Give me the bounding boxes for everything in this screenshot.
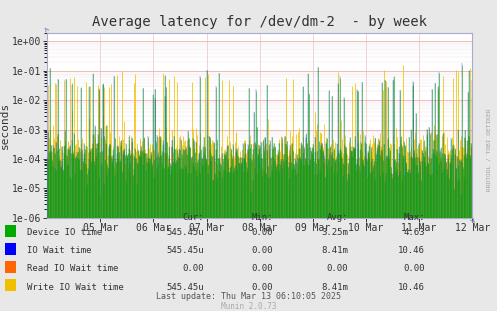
Text: Write IO Wait time: Write IO Wait time bbox=[27, 282, 124, 291]
Text: Cur:: Cur: bbox=[182, 213, 204, 222]
Text: Max:: Max: bbox=[404, 213, 425, 222]
Text: Munin 2.0.73: Munin 2.0.73 bbox=[221, 301, 276, 310]
Text: Avg:: Avg: bbox=[327, 213, 348, 222]
Y-axis label: seconds: seconds bbox=[0, 102, 9, 149]
Text: 0.00: 0.00 bbox=[182, 264, 204, 273]
Text: Read IO Wait time: Read IO Wait time bbox=[27, 264, 119, 273]
Text: IO Wait time: IO Wait time bbox=[27, 246, 92, 255]
Text: 0.00: 0.00 bbox=[252, 228, 273, 237]
Text: 545.45u: 545.45u bbox=[166, 282, 204, 291]
Text: 545.45u: 545.45u bbox=[166, 228, 204, 237]
Title: Average latency for /dev/dm-2  - by week: Average latency for /dev/dm-2 - by week bbox=[92, 15, 427, 29]
Text: 545.45u: 545.45u bbox=[166, 246, 204, 255]
Text: 3.25m: 3.25m bbox=[321, 228, 348, 237]
Text: 10.46: 10.46 bbox=[398, 246, 425, 255]
Text: 8.41m: 8.41m bbox=[321, 246, 348, 255]
Text: 4.63: 4.63 bbox=[404, 228, 425, 237]
Text: Device IO time: Device IO time bbox=[27, 228, 102, 237]
Text: Min:: Min: bbox=[252, 213, 273, 222]
Text: 0.00: 0.00 bbox=[404, 264, 425, 273]
Text: 10.46: 10.46 bbox=[398, 282, 425, 291]
Text: 0.00: 0.00 bbox=[252, 282, 273, 291]
Text: 8.41m: 8.41m bbox=[321, 282, 348, 291]
Text: RRDTOOL / TOBI OETIKER: RRDTOOL / TOBI OETIKER bbox=[486, 108, 491, 191]
Text: Last update: Thu Mar 13 06:10:05 2025: Last update: Thu Mar 13 06:10:05 2025 bbox=[156, 292, 341, 301]
Text: 0.00: 0.00 bbox=[252, 246, 273, 255]
Text: 0.00: 0.00 bbox=[252, 264, 273, 273]
Text: 0.00: 0.00 bbox=[327, 264, 348, 273]
